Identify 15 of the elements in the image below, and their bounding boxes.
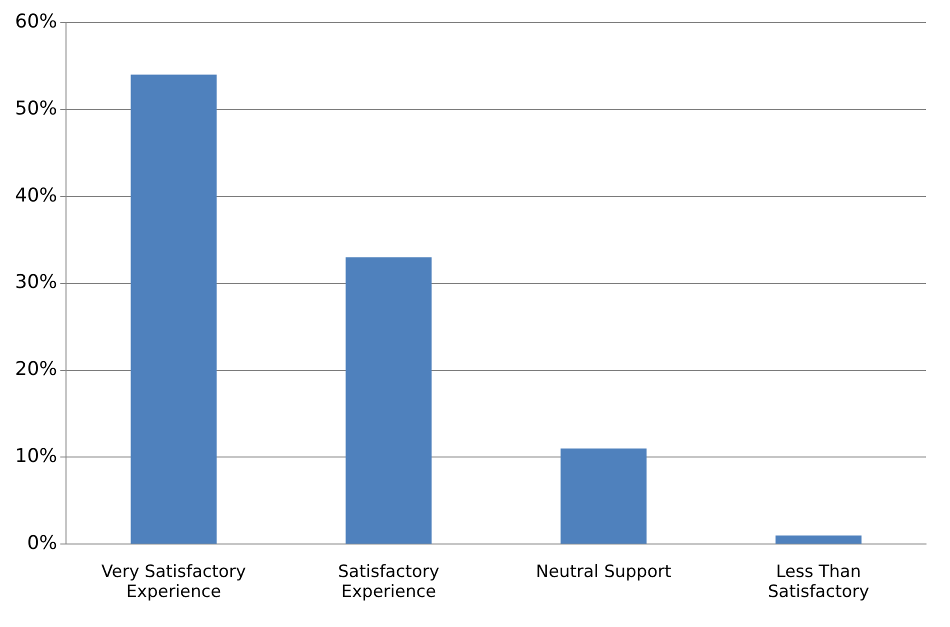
y-tick-label: 10% (14, 445, 58, 468)
y-tick-label: 30% (14, 271, 58, 294)
bar (130, 74, 217, 544)
bar (560, 448, 647, 544)
x-tick-label: Very Satisfactory Experience (101, 562, 246, 602)
x-tick-label: Satisfactory Experience (338, 562, 440, 602)
y-tick-label: 0% (27, 532, 58, 554)
y-tick-label: 40% (14, 184, 58, 206)
bar (776, 536, 862, 544)
y-tick-label: 20% (14, 358, 58, 380)
y-tick-label: 60% (14, 10, 58, 32)
bar (346, 257, 432, 544)
x-tick-label: Neutral Support (536, 562, 672, 582)
x-tick-label: Less Than Satisfactory (768, 562, 870, 602)
y-tick-label: 50% (14, 97, 58, 120)
